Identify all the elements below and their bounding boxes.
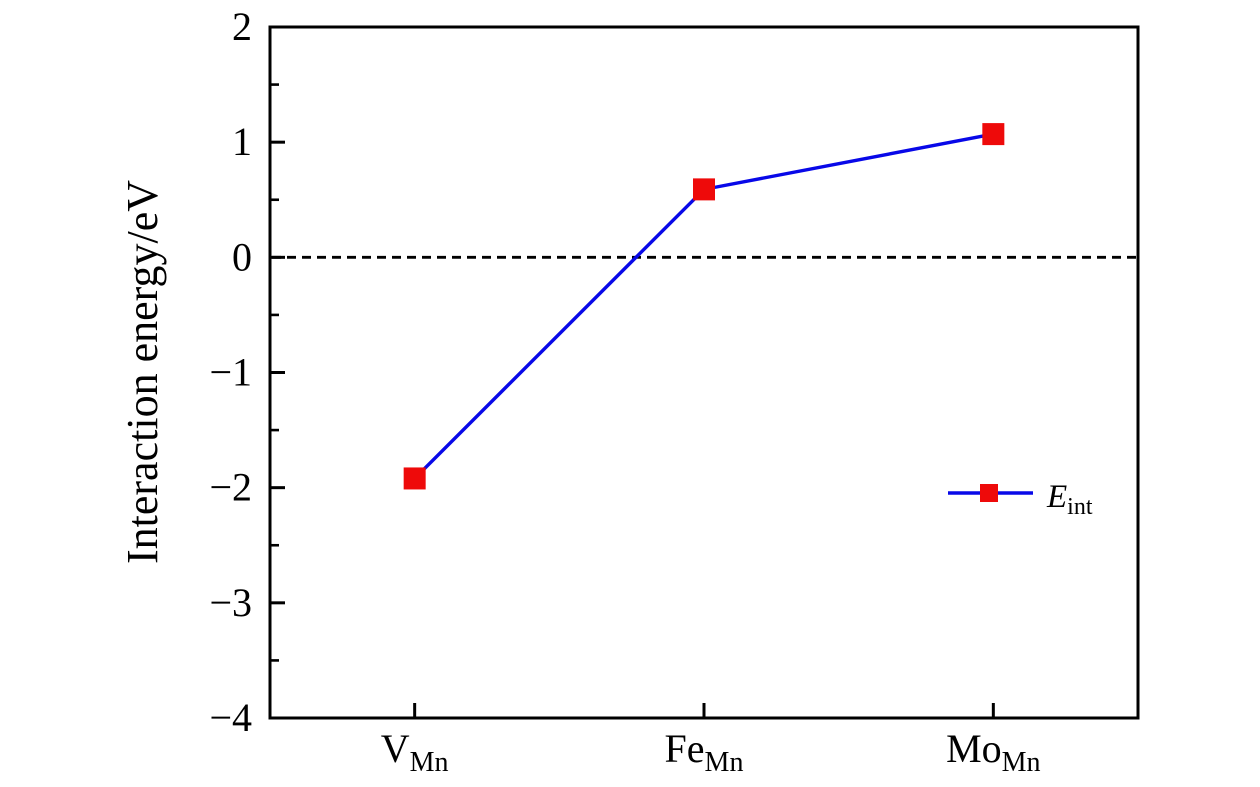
y-tick-label: −3 — [209, 580, 252, 625]
x-category-label-subscript: Mn — [1002, 747, 1041, 778]
data-point-marker — [982, 123, 1005, 146]
data-point-marker — [403, 467, 426, 490]
y-tick-label: −4 — [209, 695, 252, 740]
y-tick-label: 0 — [232, 234, 252, 279]
x-category-label: VMn — [381, 726, 449, 778]
y-axis-title: Interaction energy/eV — [118, 180, 167, 564]
x-category-label-main: Fe — [665, 726, 705, 771]
plot-border — [268, 25, 1140, 720]
x-category-label-main: V — [381, 726, 410, 771]
x-category-label: FeMn — [665, 726, 744, 778]
legend: Eint — [948, 479, 1093, 520]
legend-marker — [980, 484, 998, 502]
x-category-label-subscript: Mn — [410, 747, 449, 778]
legend-label-subscript: int — [1067, 494, 1093, 520]
x-category-label-main: Mo — [946, 726, 1002, 771]
x-category-label: MoMn — [946, 726, 1040, 778]
y-tick-label: 1 — [232, 119, 252, 164]
legend-label-main: E — [1046, 479, 1067, 515]
y-tick-label: −2 — [209, 465, 252, 510]
y-tick-label: 2 — [232, 4, 252, 49]
x-category-label-subscript: Mn — [705, 747, 744, 778]
legend-label: Eint — [1046, 479, 1093, 520]
data-point-marker — [693, 178, 715, 201]
y-tick-label: −1 — [209, 350, 252, 395]
